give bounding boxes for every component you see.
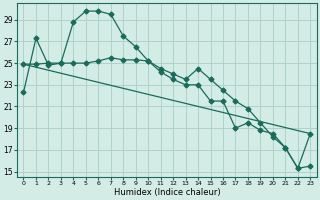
X-axis label: Humidex (Indice chaleur): Humidex (Indice chaleur) — [114, 188, 220, 197]
